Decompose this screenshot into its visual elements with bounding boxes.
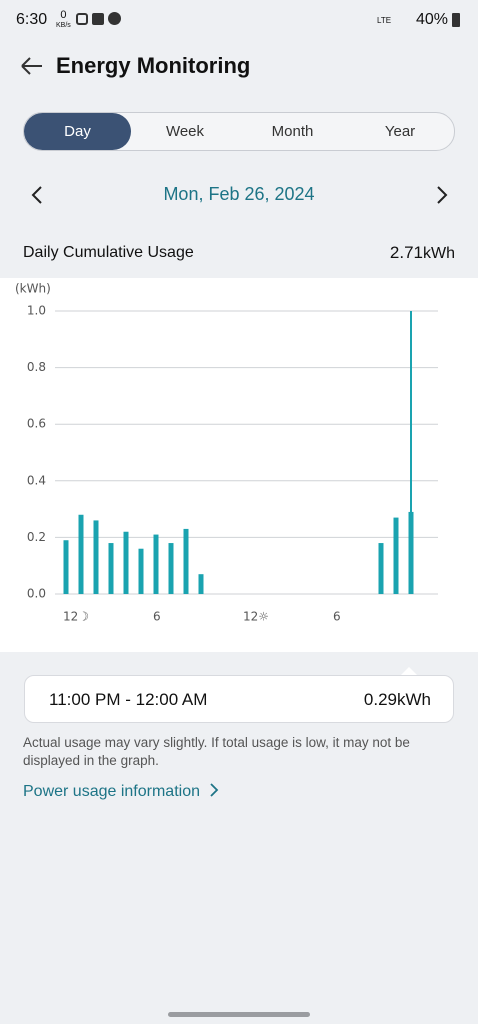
status-icons: [76, 12, 136, 27]
summary-value: 2.71kWh: [390, 243, 455, 263]
period-tab[interactable]: Month: [271, 123, 314, 140]
summary-label: Daily Cumulative Usage: [23, 244, 194, 261]
bar: [183, 528, 189, 594]
status-network: LTE: [377, 16, 392, 25]
pointer: [400, 667, 418, 676]
y-tick-label: 0.6: [27, 417, 46, 431]
detail-unit: kWh: [397, 690, 431, 709]
x-tick-label: 6: [333, 610, 341, 624]
bar: [408, 511, 414, 594]
date-label: Mon, Feb 26, 2024: [163, 184, 315, 204]
bar: [78, 514, 84, 594]
bar: [168, 543, 174, 594]
battery-icon: [452, 13, 460, 27]
period-tab[interactable]: Year: [384, 123, 416, 140]
status-battery: 40%: [416, 11, 449, 28]
y-tick-label: 1.0: [27, 304, 46, 318]
bar: [93, 520, 99, 594]
y-tick-label: 0.2: [27, 530, 46, 544]
detail-card: 11:00 PM - 12:00 AM 0.29kWh: [24, 675, 454, 723]
link-chevron: [210, 783, 219, 797]
summary-unit: kWh: [423, 245, 455, 262]
home-indicator: [168, 1012, 310, 1017]
bar: [198, 574, 204, 594]
prev-date[interactable]: [28, 184, 48, 206]
period-tabs: Day Week Month Year: [23, 112, 455, 151]
bar: [138, 548, 144, 594]
x-tick-label: 6: [153, 610, 161, 624]
y-tick-label: 0.4: [27, 473, 46, 487]
status-time: 6:30: [16, 11, 48, 28]
period-tab[interactable]: Day: [24, 113, 131, 150]
bar: [153, 534, 159, 594]
usage-chart: (kWh) 0.0 0.2 0.4 0.6 0.8 1.0 12☽ 6 12☼ 6: [0, 278, 478, 652]
summary-number: 2.71: [389, 243, 423, 262]
y-tick-label: 0.8: [27, 360, 46, 374]
bar: [393, 517, 399, 594]
speed-value: 0: [60, 9, 67, 21]
bar: [108, 543, 114, 594]
bar: [63, 540, 69, 594]
y-axis-label: (kWh): [15, 282, 51, 296]
x-tick-label: 12☼: [243, 610, 269, 624]
info-link-text[interactable]: Power usage information: [23, 783, 200, 800]
back-button[interactable]: [18, 54, 44, 78]
period-tab[interactable]: Week: [165, 123, 205, 140]
x-tick-label: 12☽: [63, 610, 89, 624]
detail-number: 0.29: [363, 690, 397, 709]
note: Actual usage may vary slightly. If total…: [23, 735, 410, 768]
status-speed: 0 KB/s: [56, 9, 71, 30]
page-title: Energy Monitoring: [56, 53, 251, 78]
speed-unit: KB/s: [56, 22, 71, 29]
bar: [123, 531, 129, 594]
next-date[interactable]: [432, 184, 452, 206]
bar: [378, 543, 384, 594]
detail-range: 11:00 PM - 12:00 AM: [49, 690, 208, 709]
detail-value: 0.29kWh: [364, 690, 431, 710]
y-tick-label: 0.0: [27, 587, 46, 601]
info-link[interactable]: Power usage information: [23, 782, 222, 801]
